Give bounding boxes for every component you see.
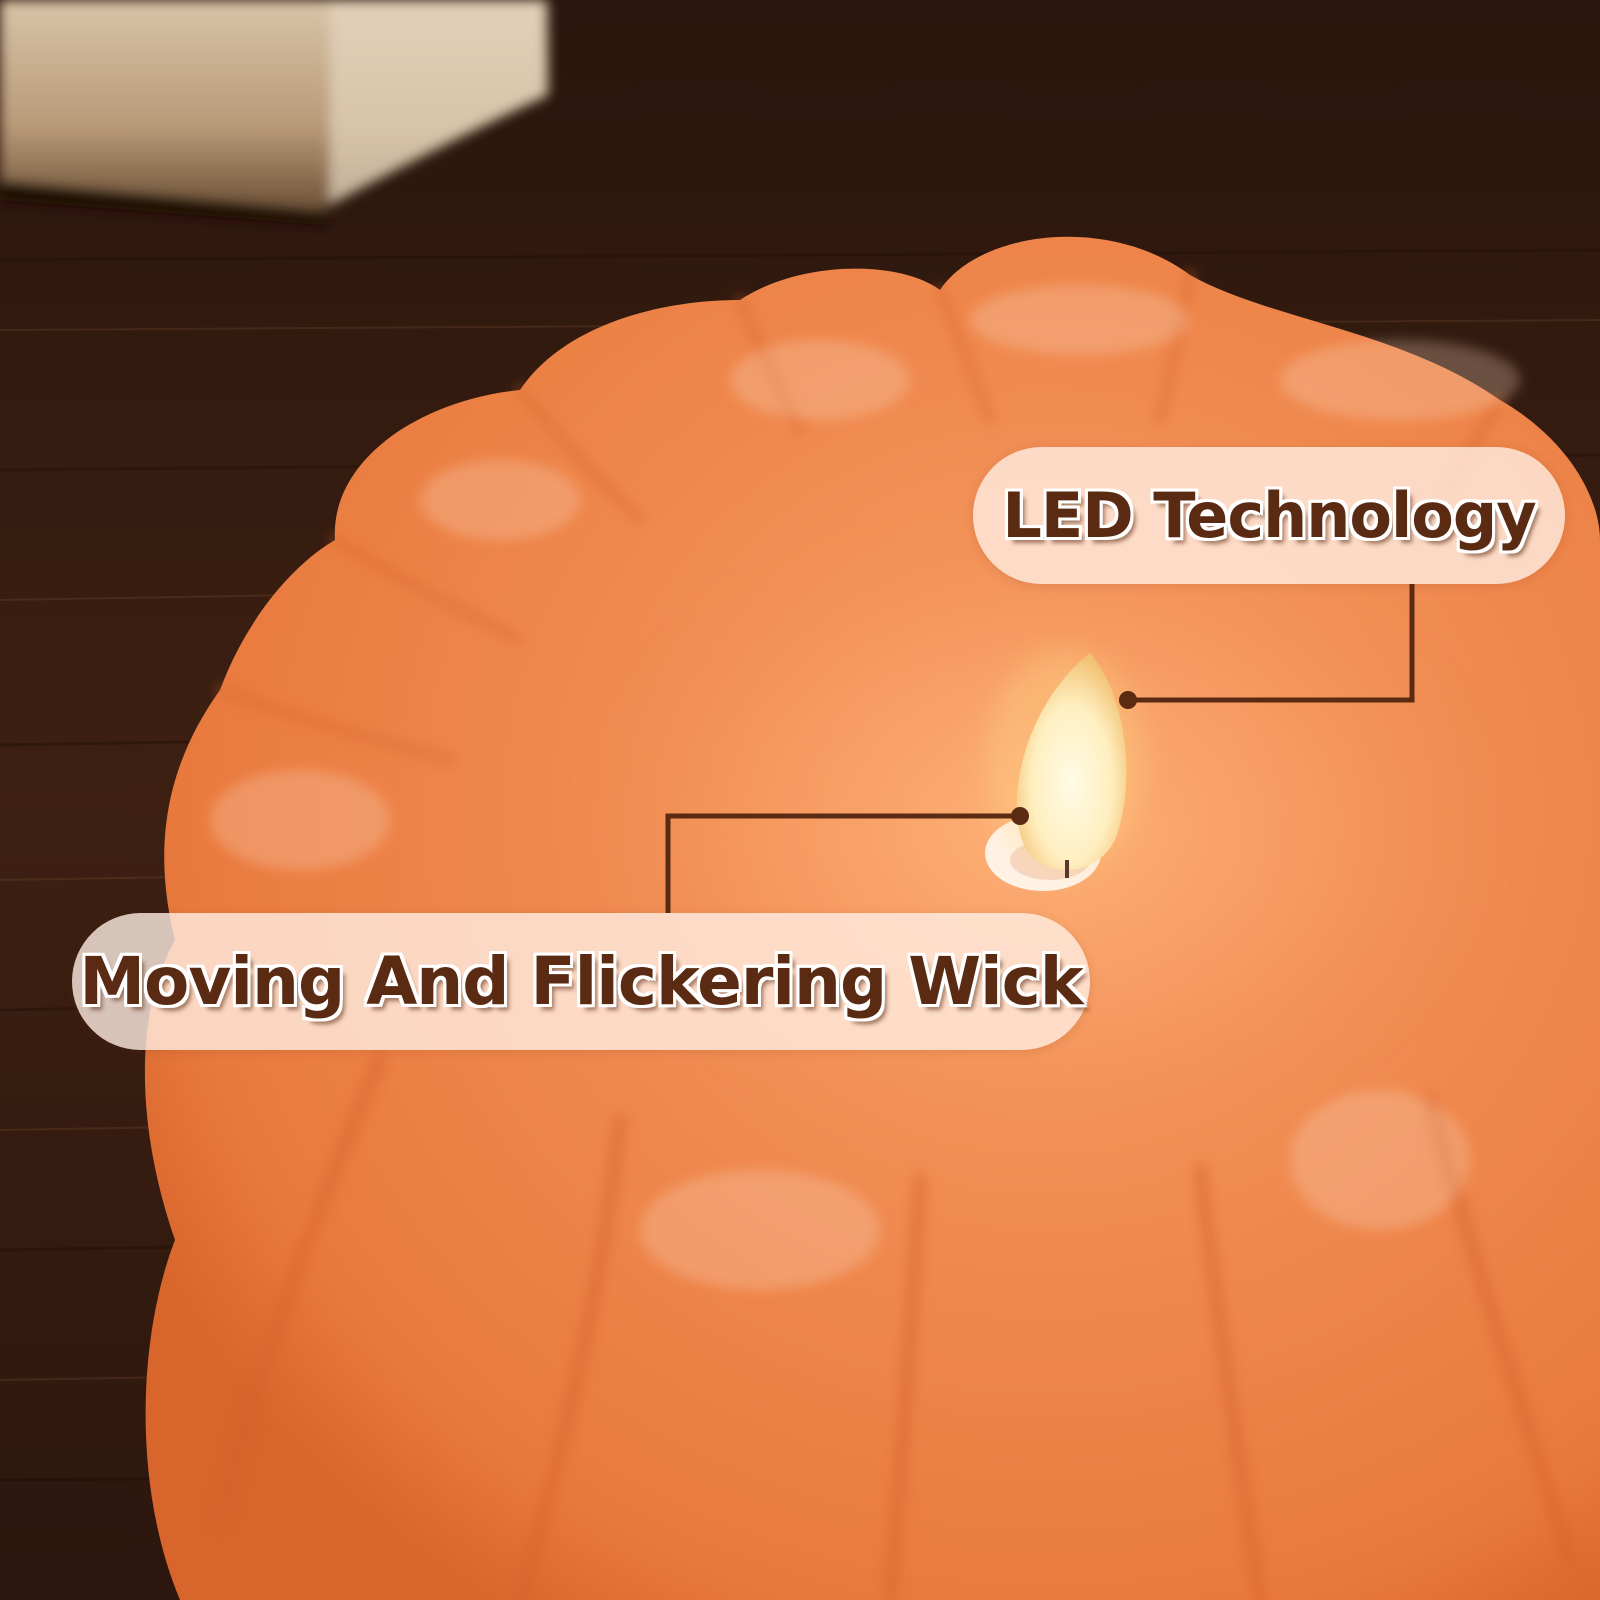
wick-pointer-dot: [1011, 807, 1029, 825]
flickering-wick-callout: Moving And Flickering Wick: [72, 913, 1090, 1050]
book: [0, 0, 548, 225]
callout-connectors: [665, 584, 1415, 913]
led-pointer-dot: [1119, 691, 1137, 709]
led-technology-label: LED Technology: [1001, 478, 1537, 553]
led-technology-callout: LED Technology: [973, 447, 1565, 584]
flickering-wick-label: Moving And Flickering Wick: [78, 942, 1084, 1021]
flame: [1016, 653, 1127, 870]
